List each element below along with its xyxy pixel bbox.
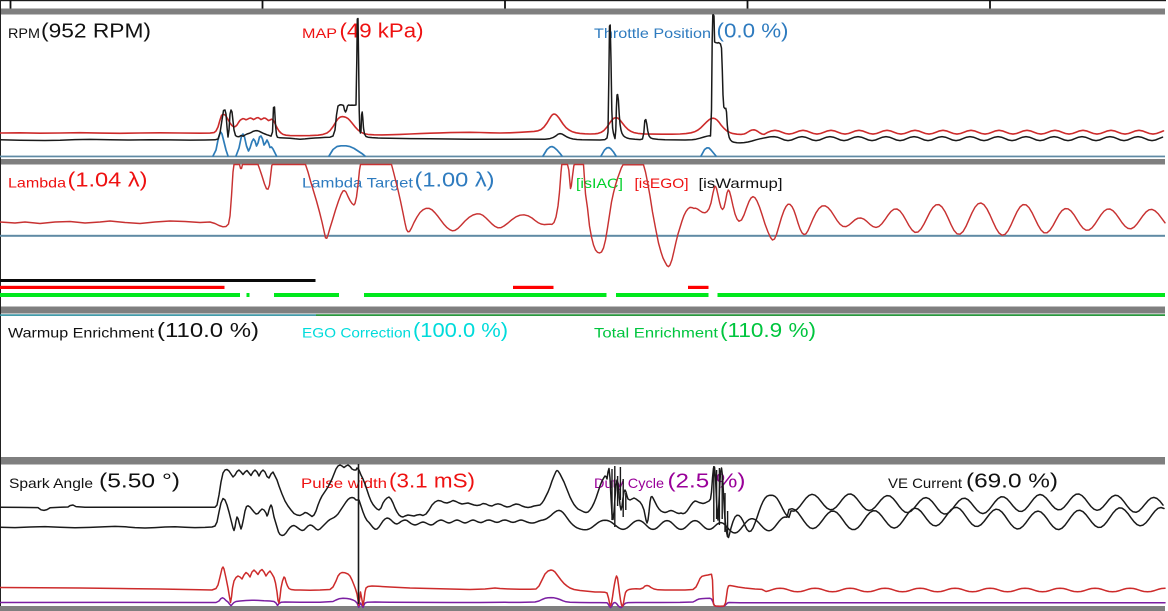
- svg-text:Pulse width: Pulse width: [301, 475, 387, 491]
- svg-text:(3.1 mS): (3.1 mS): [389, 471, 475, 493]
- svg-text:(49 kPa): (49 kPa): [340, 21, 424, 43]
- svg-text:VE Current: VE Current: [888, 475, 962, 491]
- svg-text:MAP: MAP: [302, 25, 337, 41]
- svg-text:(0.0 %): (0.0 %): [717, 21, 789, 43]
- svg-text:[isWarmup]: [isWarmup]: [699, 175, 783, 191]
- svg-text:Throttle Position: Throttle Position: [594, 25, 711, 41]
- svg-text:Warmup Enrichment: Warmup Enrichment: [8, 325, 154, 341]
- svg-text:Lambda: Lambda: [8, 175, 66, 191]
- svg-text:(952 RPM): (952 RPM): [41, 21, 151, 43]
- svg-text:(110.0 %): (110.0 %): [157, 320, 259, 342]
- svg-text:EGO Correction: EGO Correction: [302, 325, 411, 341]
- svg-text:(110.9 %): (110.9 %): [720, 320, 816, 342]
- svg-text:Total Enrichment: Total Enrichment: [594, 325, 718, 341]
- svg-text:Spark Angle: Spark Angle: [9, 475, 93, 491]
- svg-text:(1.00 λ): (1.00 λ): [415, 170, 495, 192]
- svg-text:(1.04 λ): (1.04 λ): [68, 170, 148, 192]
- svg-text:(69.0 %): (69.0 %): [966, 471, 1058, 493]
- svg-text:[isEGO]: [isEGO]: [635, 175, 689, 191]
- svg-text:(5.50 °): (5.50 °): [99, 471, 180, 493]
- svg-text:(100.0 %): (100.0 %): [413, 320, 508, 342]
- svg-text:(2.5 %): (2.5 %): [668, 471, 746, 493]
- svg-text:[isIAC]: [isIAC]: [576, 175, 623, 191]
- svg-text:RPM: RPM: [8, 25, 40, 41]
